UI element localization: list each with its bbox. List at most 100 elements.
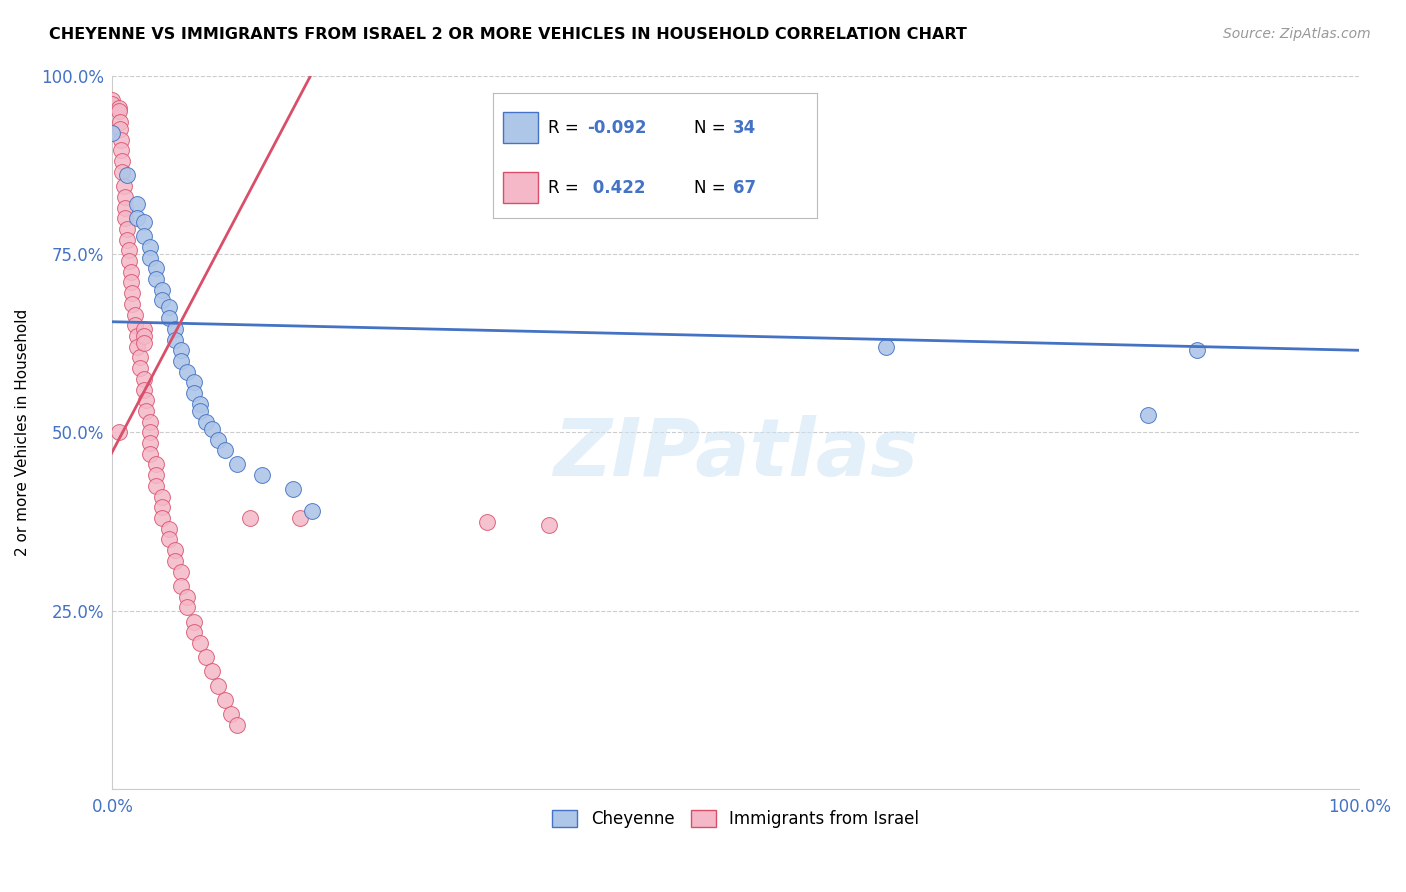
- Point: [288, 511, 311, 525]
- Point: [188, 404, 211, 418]
- Legend: Cheyenne, Immigrants from Israel: Cheyenne, Immigrants from Israel: [546, 803, 927, 834]
- Point: [163, 543, 186, 558]
- Point: [176, 600, 198, 615]
- Text: ZIPatlas: ZIPatlas: [554, 415, 918, 492]
- Point: [183, 376, 205, 390]
- Point: [132, 372, 155, 386]
- Point: [132, 383, 155, 397]
- Point: [145, 272, 167, 286]
- Point: [120, 276, 142, 290]
- Point: [101, 126, 124, 140]
- Point: [145, 479, 167, 493]
- Point: [170, 579, 193, 593]
- Point: [537, 518, 560, 533]
- Point: [163, 333, 186, 347]
- Point: [101, 94, 124, 108]
- Point: [124, 318, 146, 333]
- Point: [145, 458, 167, 472]
- Point: [132, 229, 155, 244]
- Point: [139, 425, 162, 440]
- Point: [157, 301, 180, 315]
- Point: [127, 340, 149, 354]
- Point: [108, 115, 131, 129]
- Point: [139, 240, 162, 254]
- Point: [110, 133, 132, 147]
- Point: [117, 233, 139, 247]
- Point: [183, 386, 205, 401]
- Point: [194, 415, 217, 429]
- Point: [170, 565, 193, 579]
- Point: [135, 393, 157, 408]
- Point: [118, 254, 141, 268]
- Point: [170, 354, 193, 368]
- Point: [121, 286, 143, 301]
- Point: [139, 436, 162, 450]
- Point: [1136, 408, 1159, 422]
- Point: [201, 422, 224, 436]
- Point: [475, 515, 498, 529]
- Point: [301, 504, 323, 518]
- Point: [150, 490, 173, 504]
- Point: [139, 251, 162, 265]
- Point: [188, 636, 211, 650]
- Point: [207, 433, 229, 447]
- Point: [183, 625, 205, 640]
- Point: [135, 404, 157, 418]
- Point: [114, 190, 136, 204]
- Point: [157, 311, 180, 326]
- Text: Source: ZipAtlas.com: Source: ZipAtlas.com: [1223, 27, 1371, 41]
- Point: [127, 329, 149, 343]
- Point: [214, 693, 236, 707]
- Point: [226, 458, 249, 472]
- Point: [121, 297, 143, 311]
- Point: [111, 165, 134, 179]
- Point: [226, 718, 249, 732]
- Point: [157, 522, 180, 536]
- Point: [132, 215, 155, 229]
- Point: [214, 443, 236, 458]
- Point: [128, 361, 150, 376]
- Point: [132, 322, 155, 336]
- Point: [139, 415, 162, 429]
- Point: [127, 211, 149, 226]
- Y-axis label: 2 or more Vehicles in Household: 2 or more Vehicles in Household: [15, 309, 30, 556]
- Point: [157, 533, 180, 547]
- Point: [107, 104, 129, 119]
- Point: [139, 447, 162, 461]
- Point: [163, 554, 186, 568]
- Point: [145, 261, 167, 276]
- Point: [117, 169, 139, 183]
- Point: [101, 97, 124, 112]
- Point: [112, 179, 135, 194]
- Point: [108, 122, 131, 136]
- Point: [150, 511, 173, 525]
- Point: [163, 322, 186, 336]
- Point: [176, 365, 198, 379]
- Point: [132, 336, 155, 351]
- Point: [176, 590, 198, 604]
- Point: [132, 329, 155, 343]
- Point: [183, 615, 205, 629]
- Point: [114, 211, 136, 226]
- Point: [207, 679, 229, 693]
- Point: [250, 468, 273, 483]
- Point: [111, 154, 134, 169]
- Point: [194, 650, 217, 665]
- Point: [1187, 343, 1209, 358]
- Point: [145, 468, 167, 483]
- Point: [201, 665, 224, 679]
- Point: [128, 351, 150, 365]
- Point: [114, 201, 136, 215]
- Point: [127, 197, 149, 211]
- Point: [283, 483, 305, 497]
- Point: [124, 308, 146, 322]
- Point: [118, 244, 141, 258]
- Point: [110, 144, 132, 158]
- Point: [120, 265, 142, 279]
- Point: [219, 707, 242, 722]
- Point: [117, 222, 139, 236]
- Point: [150, 500, 173, 515]
- Point: [150, 283, 173, 297]
- Text: CHEYENNE VS IMMIGRANTS FROM ISRAEL 2 OR MORE VEHICLES IN HOUSEHOLD CORRELATION C: CHEYENNE VS IMMIGRANTS FROM ISRAEL 2 OR …: [49, 27, 967, 42]
- Point: [150, 293, 173, 308]
